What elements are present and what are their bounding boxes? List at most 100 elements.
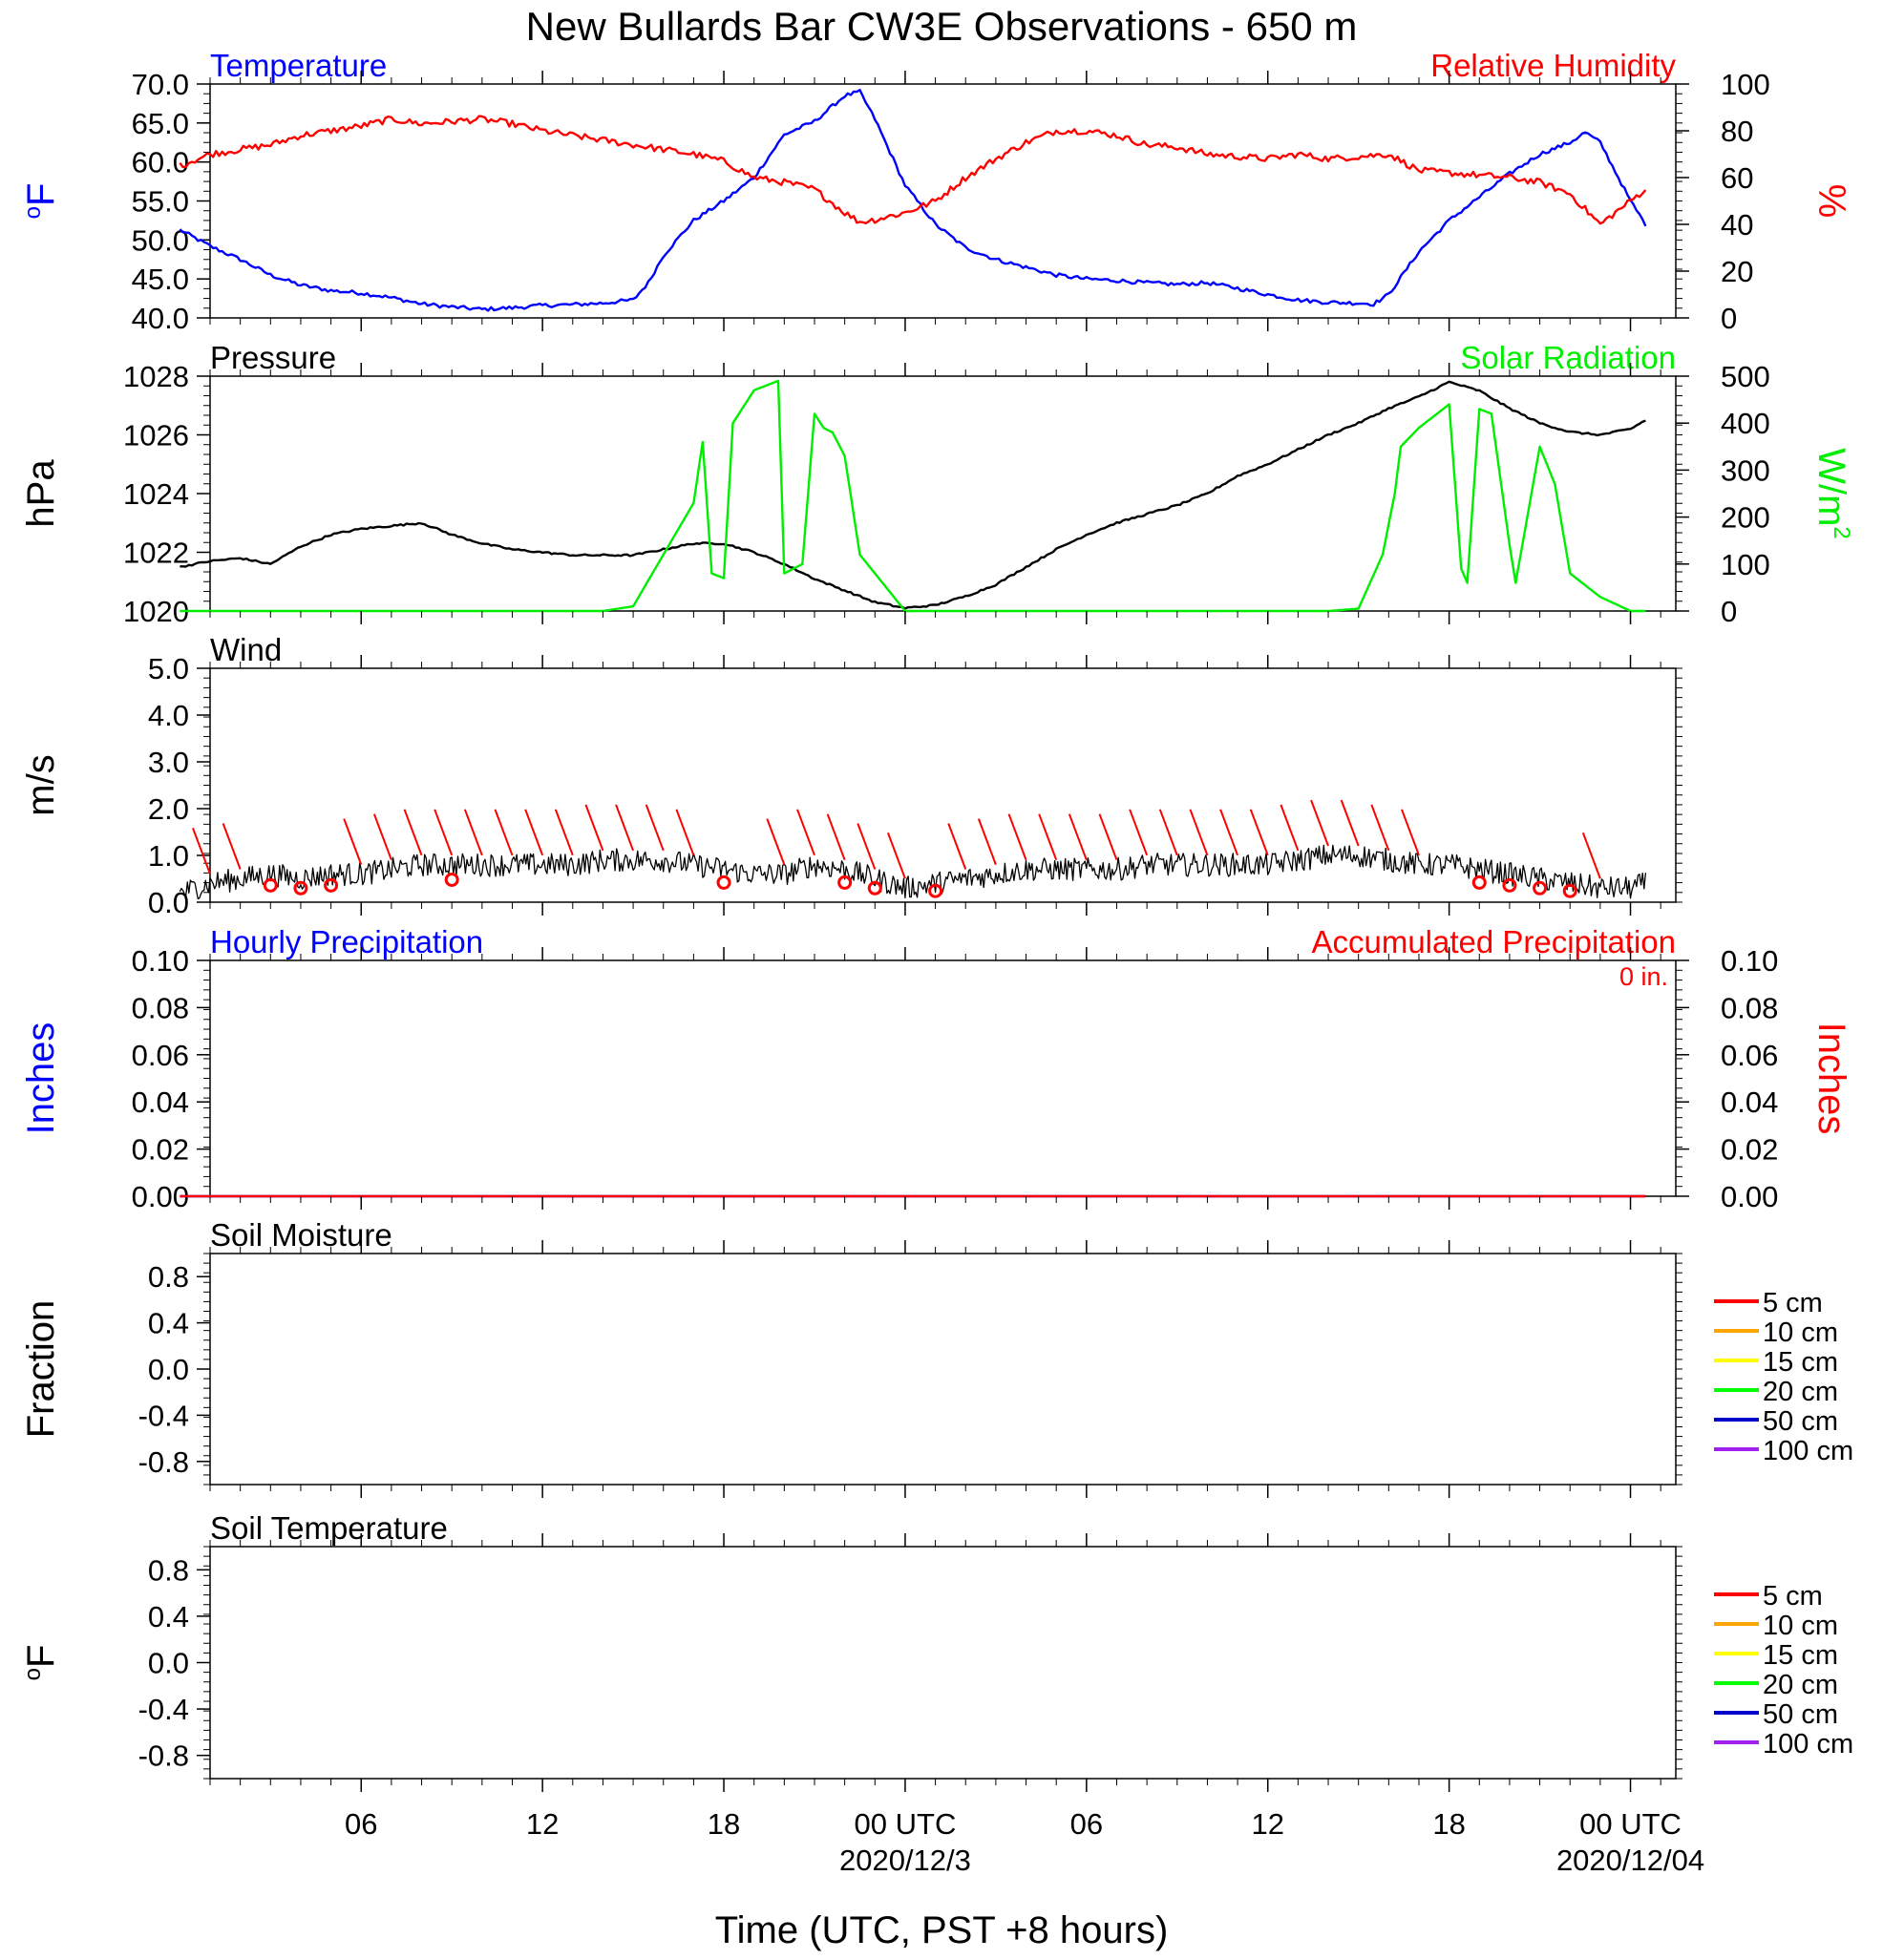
wind-barb [645,804,665,852]
x-tick-label: 18 [1432,1807,1465,1841]
series-wind [179,844,1647,900]
wind-barb [947,823,967,870]
wind-barb [1370,804,1390,852]
y-tick-label: 1022 [123,537,189,570]
wind-barb [403,809,423,856]
y-axis-label-left: oF [20,183,62,220]
y-tick-label: 45.0 [132,263,189,296]
y-tick-label: 70.0 [132,68,189,101]
wind-barb [1581,832,1601,879]
y-tick-label-right: 60 [1721,161,1753,195]
y-tick-label: 60.0 [132,146,189,179]
panel-title-right: Solar Radiation [1460,340,1676,375]
y-axis-label-left: m/s [20,754,62,815]
y-tick-label-right: 300 [1721,453,1770,487]
y-tick-label-right: 0.00 [1721,1180,1778,1213]
y-tick-label-right: 0.08 [1721,991,1778,1024]
wind-barb [1249,809,1269,856]
panel-title-left: Soil Temperature [210,1510,448,1546]
y-tick-label: 0.0 [148,1353,189,1386]
y-tick-label-right: 100 [1721,68,1770,101]
panel-title-left: Pressure [210,340,336,375]
x-tick-label: 00 UTC [855,1807,957,1841]
y-tick-label-right: 40 [1721,208,1753,242]
legend-label: 5 cm [1763,1581,1823,1612]
series-temperature [179,89,1647,312]
wind-barb [1098,813,1118,861]
panels: Temperature Relative Humidity 40.0 45.0 50.0… [20,48,1854,1792]
y-tick-label: 1028 [123,360,189,393]
panel-title-right: Accumulated Precipitation [1311,924,1676,959]
plot-frame [209,959,1677,1197]
wind-barb [584,804,604,852]
y-tick-label: 0.02 [132,1133,189,1167]
x-axis-label: Time (UTC, PST +8 hours) [715,1909,1169,1951]
y-tick-label: 40.0 [132,302,189,335]
wind-barb [615,804,635,852]
wind-barb [1038,813,1058,861]
y-tick-label: 0.4 [148,1600,189,1633]
calm-wind-marker [1471,875,1487,890]
x-tick-date-label: 2020/12/04 [1556,1844,1704,1877]
y-tick-label: 1026 [123,419,189,453]
y-tick-label: 0.10 [132,944,189,978]
wind-barb [463,809,483,856]
panel-3: Hourly Precipitation Accumulated Precipit… [20,924,1852,1213]
panel-title-right: Relative Humidity [1430,48,1676,83]
y-tick-label-right: 0 [1721,302,1737,335]
y-tick-label: 65.0 [132,107,189,140]
y-tick-label: 1.0 [148,839,189,873]
wind-barb [192,828,211,875]
y-tick-label: 0.00 [132,1180,189,1213]
wind-barb [1189,809,1209,856]
y-tick-label: -0.8 [138,1445,189,1479]
y-tick-label-right: 500 [1721,360,1770,393]
x-tick-label: 06 [1070,1807,1103,1841]
wind-barb [1310,799,1329,847]
y-tick-label: 0.08 [132,991,189,1024]
calm-wind-marker [716,875,731,890]
y-tick-label: 5.0 [148,652,189,685]
y-tick-label-right: 0 [1721,595,1737,628]
wind-barb [1280,804,1300,852]
plot-frame [209,83,1677,319]
calm-wind-marker [324,877,339,893]
legend-label: 100 cm [1763,1729,1853,1760]
y-tick-label: 2.0 [148,792,189,826]
wind-barb [1401,809,1420,856]
calm-wind-marker [928,883,943,898]
wind-barb [1219,809,1239,856]
x-tick-label: 00 UTC [1579,1807,1682,1841]
wind-barb [977,818,997,865]
y-tick-label-right: 0.02 [1721,1133,1778,1167]
y-tick-label: 0.4 [148,1307,189,1340]
y-tick-label: 1020 [123,595,189,628]
y-tick-label: 0.0 [148,1647,189,1680]
legend-label: 20 cm [1763,1377,1838,1407]
plot-frame [209,1253,1677,1486]
y-axis-label-left: Fraction [20,1300,62,1439]
y-axis-label-right: Inches [1810,1022,1852,1135]
y-axis-label-left: Inches [20,1022,62,1135]
panel-title-left: Temperature [210,48,387,83]
legend-label: 10 cm [1763,1611,1838,1641]
y-tick-label: 3.0 [148,746,189,779]
y-tick-label: 0.04 [132,1085,189,1119]
legend-label: 15 cm [1763,1640,1838,1671]
y-tick-label-right: 0.06 [1721,1039,1778,1072]
calm-wind-marker [867,880,882,896]
wind-barb [222,823,242,870]
y-tick-label: -0.4 [138,1399,189,1432]
wind-barb [343,818,363,865]
calm-wind-marker [837,875,853,890]
y-tick-label: -0.8 [138,1739,189,1773]
y-tick-label-right: 0.04 [1721,1085,1778,1119]
y-tick-label: 0.06 [132,1039,189,1072]
y-axis-label-right: % [1810,184,1852,219]
y-tick-label-right: 0.10 [1721,944,1778,978]
y-tick-label-right: 20 [1721,255,1753,288]
calm-wind-marker [444,872,459,887]
